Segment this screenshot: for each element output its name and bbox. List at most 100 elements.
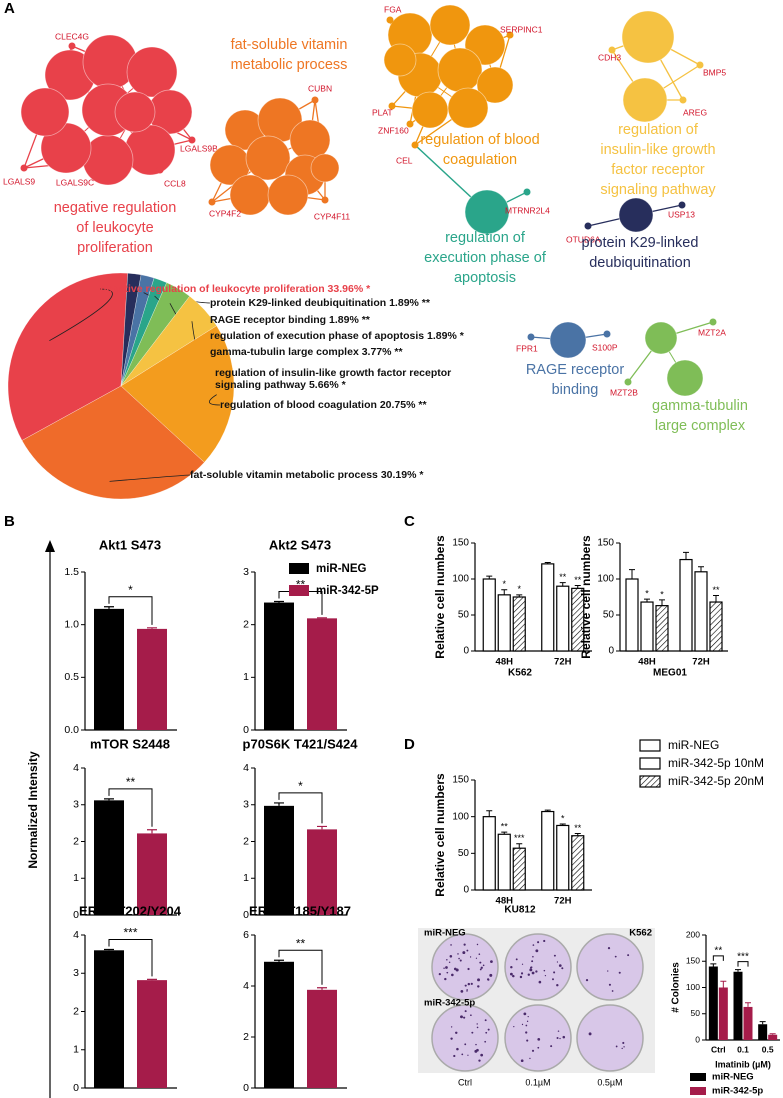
colony — [458, 957, 460, 960]
colony — [479, 961, 482, 964]
colony — [448, 961, 451, 964]
error-bar — [274, 959, 284, 962]
gene-node — [20, 164, 28, 172]
significance: ** — [574, 823, 582, 833]
cluster-label: proliferation — [77, 240, 153, 256]
x-tick-label: 72H — [554, 896, 572, 907]
bar — [768, 1034, 778, 1040]
category: negative regulation of leukocyte prolife… — [100, 283, 325, 295]
bar — [482, 578, 496, 652]
y-tick-label: 0 — [463, 885, 469, 896]
category: gamma-tubulin large complex — [210, 346, 359, 358]
gene-label: CLEC4G — [55, 31, 89, 41]
colony — [521, 963, 524, 965]
gene-label: S100P — [592, 342, 618, 352]
bar — [640, 601, 654, 652]
y-tick-label: 0 — [243, 1082, 249, 1094]
gene-node — [584, 222, 592, 230]
y-tick-label: 3 — [73, 967, 79, 979]
gene-label: MZT2B — [610, 387, 638, 397]
gene-node — [709, 318, 717, 326]
colony — [463, 943, 466, 946]
legend-swatch — [690, 1073, 706, 1081]
colony — [462, 951, 466, 955]
gene-label: CCL8 — [164, 178, 186, 188]
colony — [537, 1046, 540, 1049]
pie-label: gamma-tubulin large complex 3.77% ** — [210, 346, 550, 358]
colony — [531, 1049, 535, 1052]
pie-label: regulation of insulin-like growth factor… — [215, 367, 495, 391]
cluster-label: signaling pathway — [600, 182, 716, 198]
colony — [532, 955, 534, 958]
error-bar — [659, 599, 665, 606]
bar — [512, 596, 526, 652]
colony — [544, 974, 547, 977]
y-tick-label: 150 — [452, 775, 469, 786]
pie-label: RAGE receptor binding 1.89% ** — [210, 314, 550, 326]
network-node — [310, 153, 340, 183]
colony — [525, 1024, 528, 1027]
gene-node — [411, 141, 419, 149]
subplot-title: Akt2 S473 — [269, 537, 331, 552]
culture-plate — [504, 1004, 572, 1072]
value-label: 30.19% — [380, 469, 417, 481]
significance: * — [128, 583, 133, 597]
colony — [526, 1039, 529, 1042]
colony — [553, 954, 556, 957]
bar — [307, 989, 337, 1088]
error-bar — [720, 980, 727, 988]
network-node — [621, 10, 675, 64]
colony — [478, 953, 481, 956]
y-tick-label: 1 — [243, 671, 249, 683]
panel-label: C — [404, 513, 415, 530]
colony — [556, 961, 559, 963]
colony — [523, 1012, 527, 1016]
significance: * — [561, 813, 565, 823]
significance: ** — [559, 572, 567, 582]
gene-label: CYP4F2 — [209, 208, 241, 218]
network-node — [126, 46, 178, 98]
gene-label: CDH3 — [598, 52, 621, 62]
colony — [556, 984, 559, 987]
colony — [480, 966, 483, 969]
colony — [515, 958, 518, 961]
subplot-title: ERK1 T202/Y204 — [79, 903, 182, 918]
colony — [611, 990, 614, 992]
gene-node — [156, 166, 164, 174]
significance: * — [459, 330, 464, 342]
gene-node — [208, 198, 216, 206]
gene-node — [68, 42, 76, 50]
colony — [450, 1026, 453, 1028]
culture-plate — [576, 933, 644, 1001]
colony — [476, 1023, 478, 1025]
x-axis-label: KU812 — [504, 905, 536, 916]
colony — [623, 1046, 625, 1048]
error-bar — [104, 798, 114, 801]
colony — [531, 960, 534, 963]
cluster-label: negative regulation — [54, 200, 177, 216]
colony — [450, 1037, 453, 1040]
category: protein K29-linked deubiquitination — [210, 297, 387, 309]
significance: *** — [737, 951, 749, 962]
cluster-label: large complex — [655, 418, 746, 434]
significance: * — [419, 469, 424, 481]
plate-row-label: miR-342-5p — [424, 998, 475, 1009]
colony — [457, 953, 459, 955]
colony — [460, 989, 464, 993]
colony — [484, 1019, 487, 1022]
gene-label: CYP4F11 — [314, 211, 350, 221]
colony — [444, 977, 447, 981]
significance: ** — [361, 314, 370, 326]
cluster-label: protein K29-linked — [582, 235, 699, 251]
y-tick-label: 3 — [243, 566, 249, 578]
y-tick-label: 150 — [686, 956, 700, 966]
colony — [530, 966, 532, 969]
gene-node — [527, 333, 535, 341]
gene-node — [506, 31, 514, 39]
colony — [443, 967, 445, 969]
x-axis-label: MEG01 — [653, 668, 687, 679]
cluster-label: metabolic process — [231, 57, 348, 73]
colony — [519, 975, 523, 979]
error-bar — [735, 969, 741, 972]
